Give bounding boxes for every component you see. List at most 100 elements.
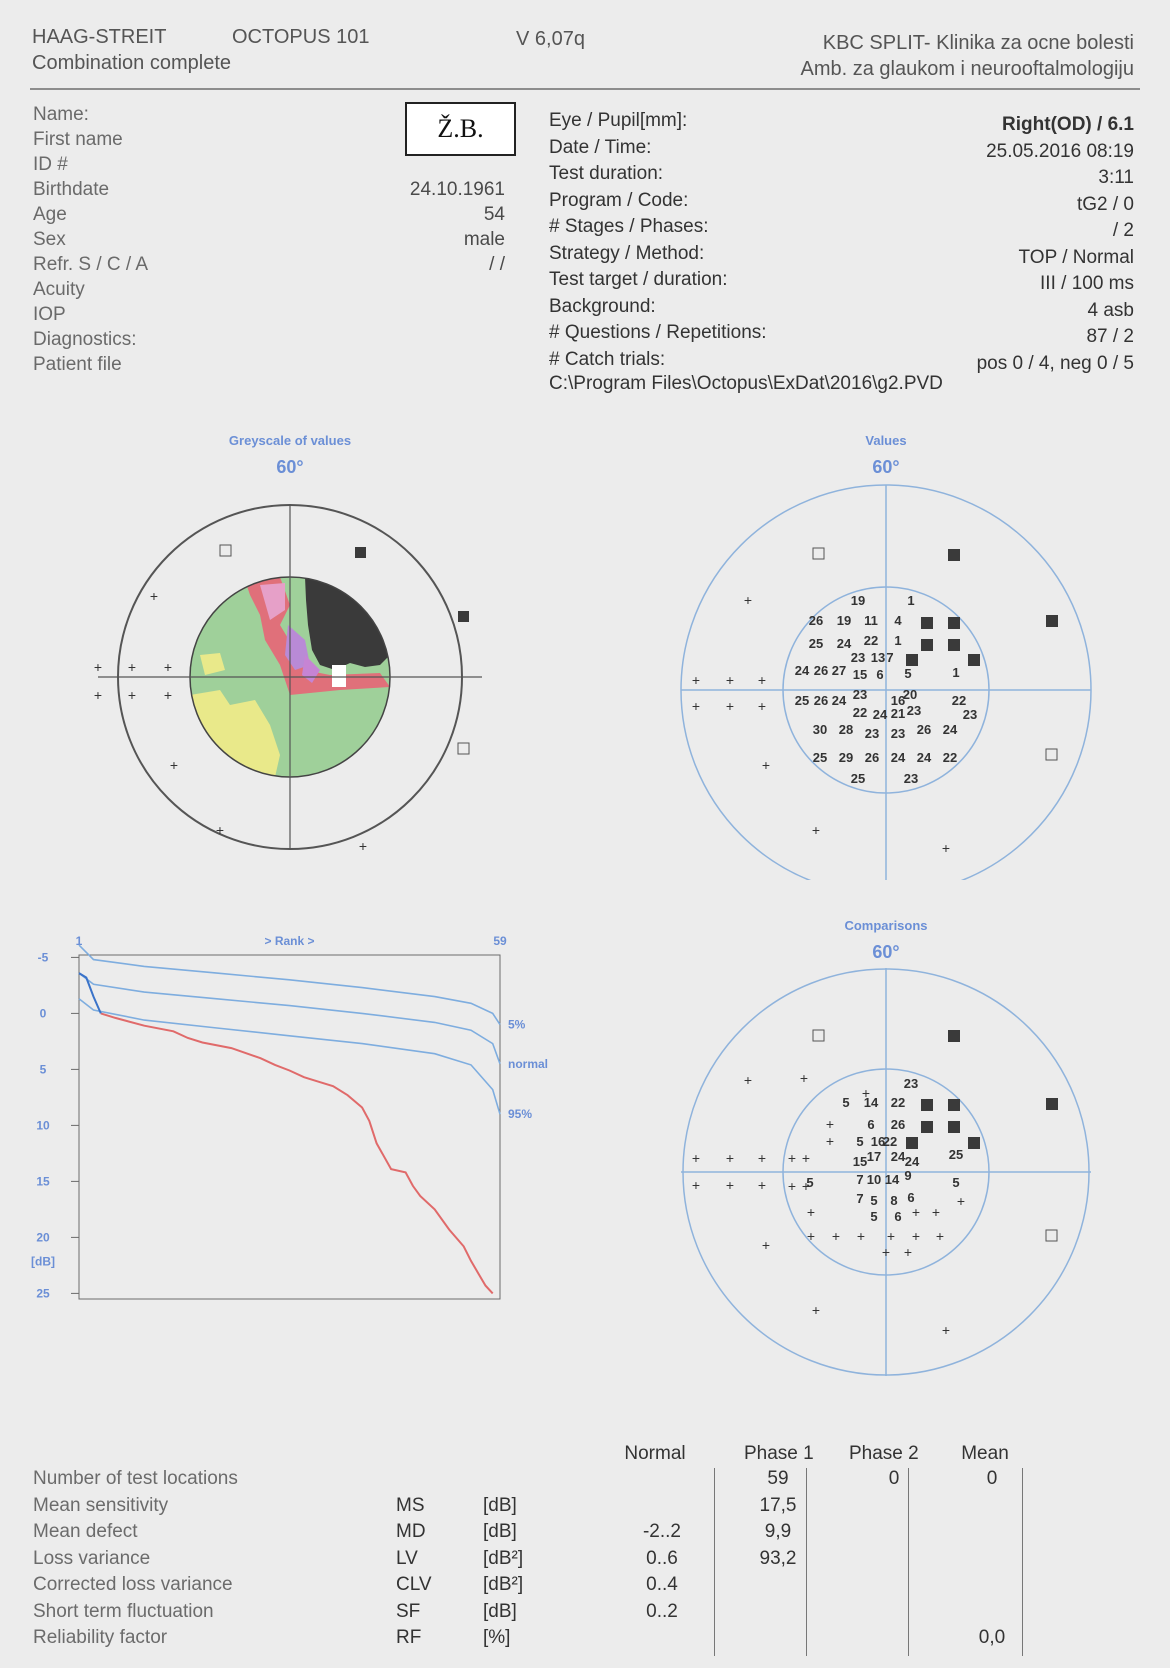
- stats-column-header: Phase 1: [744, 1443, 814, 1464]
- svg-text:+: +: [826, 1116, 834, 1132]
- patient-field-label: Acuity: [33, 279, 85, 300]
- stats-column-divider: [1022, 1468, 1023, 1656]
- stats-row-abbr: MD: [396, 1521, 426, 1542]
- stats-row-abbr: SF: [396, 1600, 421, 1622]
- threshold-value: 23: [853, 687, 867, 702]
- rank-x-end: 59: [493, 935, 507, 948]
- stats-row-label: Reliability factor: [33, 1627, 168, 1648]
- svg-text:+: +: [128, 659, 136, 675]
- stats-row-unit: [%]: [483, 1627, 511, 1648]
- deviation-value: 6: [907, 1190, 914, 1205]
- svg-text:+: +: [692, 1177, 700, 1193]
- threshold-value: 23: [851, 650, 865, 665]
- patient-field-value: 54: [483, 204, 505, 225]
- svg-text:+: +: [758, 1177, 766, 1193]
- deviation-value: 17: [867, 1149, 881, 1164]
- rank-x-start: 1: [76, 935, 83, 948]
- svg-text:+: +: [692, 698, 700, 714]
- svg-text:+: +: [150, 588, 158, 604]
- band-95pct: [78, 998, 501, 1115]
- patient-field-label: Name:: [33, 104, 89, 125]
- stats-row-label: Mean defect: [33, 1521, 138, 1542]
- rank-chart: 1 > Rank > 59 -5 0 5 10 15 20 25 [dB] 5% normal 95%: [31, 935, 548, 1300]
- deviation-value: 22: [883, 1134, 897, 1149]
- outer-point-open: [1045, 1229, 1058, 1242]
- stats-row-unit: [dB]: [483, 1494, 517, 1516]
- svg-text:+: +: [726, 672, 734, 688]
- deviation-value: 7: [856, 1191, 863, 1206]
- deviation-value: 9: [904, 1168, 911, 1183]
- deviation-value: 5: [870, 1193, 877, 1208]
- deviation-value: 6: [894, 1209, 901, 1224]
- svg-text:+: +: [762, 1237, 770, 1253]
- threshold-value: 4: [894, 613, 902, 628]
- device-label: OCTOPUS 101: [232, 26, 370, 48]
- stats-row-label: Corrected loss variance: [33, 1574, 233, 1595]
- comparisons-title: Comparisons: [844, 918, 927, 933]
- stats-cell: 0..6: [646, 1547, 678, 1569]
- stats-column-divider: [714, 1468, 715, 1656]
- test-param-label: Background:: [549, 295, 656, 317]
- stats-row-abbr: LV: [396, 1547, 418, 1569]
- band-label: normal: [508, 1057, 548, 1071]
- test-param-label: Test target / duration:: [549, 269, 728, 290]
- stats-column-header: Mean: [961, 1443, 1009, 1464]
- stats-cell: 9,9: [764, 1521, 792, 1542]
- svg-text:+: +: [788, 1178, 796, 1194]
- threshold-value: 20: [903, 687, 917, 702]
- stats-cell: -2..2: [642, 1521, 682, 1542]
- svg-text:+: +: [692, 1150, 700, 1166]
- svg-text:+: +: [170, 757, 178, 773]
- deviation-value: 24: [905, 1154, 920, 1169]
- svg-text:+: +: [216, 822, 224, 838]
- threshold-value: 27: [832, 663, 846, 678]
- svg-text:+: +: [758, 698, 766, 714]
- test-param-value: TOP / Normal: [1018, 246, 1134, 268]
- stats-row-unit: [dB]: [483, 1521, 517, 1542]
- patient-field-label: Patient file: [33, 354, 122, 375]
- stats-cell: 0..2: [646, 1600, 678, 1622]
- clinic-name: KBC SPLIT- Klinika za ocne bolesti: [822, 32, 1134, 54]
- comparisons-scale: 60°: [872, 942, 899, 962]
- band-label: 5%: [508, 1018, 526, 1032]
- threshold-value: 19: [851, 593, 865, 608]
- deviation-value: 5: [870, 1209, 877, 1224]
- deviation-value: 16: [871, 1134, 885, 1149]
- test-param-label: Program / Code:: [549, 189, 689, 211]
- threshold-value: 22: [952, 693, 966, 708]
- threshold-value: 25: [809, 636, 823, 651]
- svg-text:+: +: [164, 659, 172, 675]
- svg-text:+: +: [758, 672, 766, 688]
- stats-row-label: Short term fluctuation: [33, 1600, 214, 1622]
- band-normal: [78, 972, 501, 1065]
- outer-point-plus-group: + + + + + + + + + +: [94, 588, 367, 854]
- threshold-value: 25: [813, 750, 827, 765]
- svg-text:+: +: [826, 1133, 834, 1149]
- outer-point-open: [219, 544, 232, 557]
- svg-text:+: +: [744, 592, 752, 608]
- department-name: Amb. za glaukom i neurooftalmologiju: [800, 58, 1134, 80]
- threshold-value: 1: [907, 593, 914, 608]
- svg-text:+: +: [128, 687, 136, 703]
- svg-text:+: +: [887, 1228, 895, 1244]
- test-param-value: tG2 / 0: [1076, 193, 1134, 215]
- threshold-value: 15: [853, 667, 867, 682]
- svg-text:+: +: [857, 1228, 865, 1244]
- outer-point-open: [457, 742, 470, 755]
- stats-cell: 93,2: [759, 1547, 797, 1569]
- band-label: 95%: [508, 1107, 532, 1121]
- svg-text:+: +: [812, 1302, 820, 1318]
- deviation-value: 5: [952, 1175, 959, 1190]
- test-param-value: 3:11: [1098, 167, 1134, 188]
- svg-text:+: +: [832, 1228, 840, 1244]
- svg-text:+: +: [932, 1204, 940, 1220]
- threshold-value: 23: [907, 703, 921, 718]
- threshold-value: 26: [865, 750, 879, 765]
- deviation-value: 26: [891, 1117, 905, 1132]
- svg-text:+: +: [758, 1150, 766, 1166]
- brand-label: HAAG-STREIT: [32, 26, 167, 48]
- point-filled: [948, 549, 960, 561]
- threshold-value: 19: [837, 613, 851, 628]
- point-filled: [948, 1030, 960, 1042]
- stats-cell: 0,0: [978, 1627, 1006, 1648]
